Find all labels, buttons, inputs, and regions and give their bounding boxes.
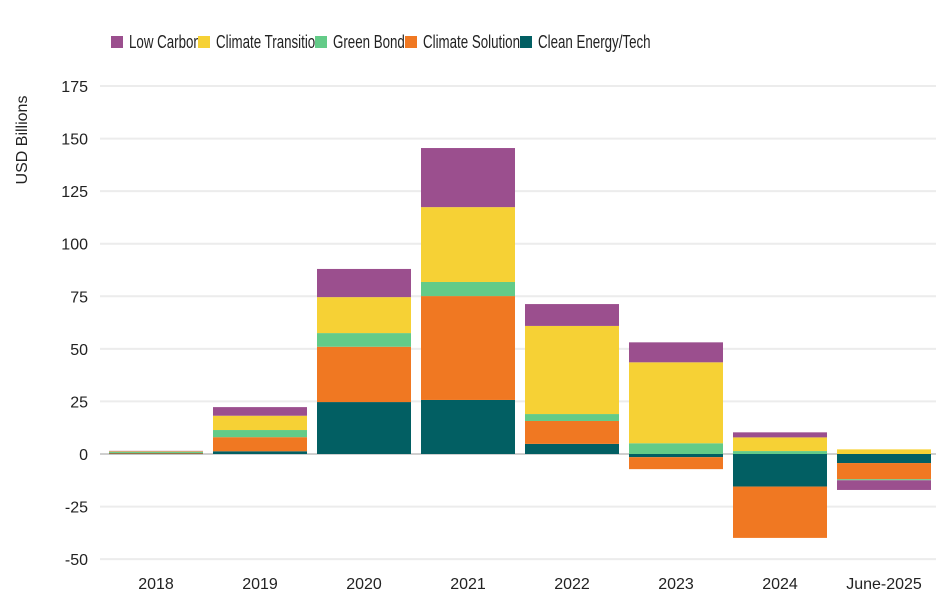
bar-green-bonds-2021 [421, 281, 515, 297]
bar-clean-energy-tech-june-2025 [837, 454, 931, 464]
bar-low-carbon-2024 [733, 432, 827, 438]
bar-climate-solutions-june-2025 [837, 463, 931, 480]
bar-clean-energy-tech-2018 [109, 453, 203, 455]
bar-climate-transition-2019 [213, 415, 307, 431]
bar-climate-transition-2021 [421, 207, 515, 282]
bar-low-carbon-june-2025 [837, 480, 931, 490]
bar-climate-solutions-2020 [317, 346, 411, 403]
bar-clean-energy-tech-2023 [629, 454, 723, 458]
bar-climate-solutions-2024 [733, 486, 827, 538]
gridlines [100, 85, 936, 561]
x-axis-ticks: 2018 2019 2020 2021 2022 2023 2024 June-2025 [138, 576, 922, 593]
bar-climate-transition-2023 [629, 362, 723, 444]
bar-climate-solutions-2021 [421, 296, 515, 400]
legend-label: Low Carbon [129, 31, 201, 52]
bar-climate-transition-2022 [525, 325, 619, 415]
y-tick-label: 50 [70, 342, 88, 359]
legend-item: Clean Energy/Tech [520, 31, 690, 52]
x-tick-label: 2022 [554, 576, 590, 593]
bar-clean-energy-tech-2024 [733, 454, 827, 487]
bar-climate-solutions-2018 [109, 452, 203, 454]
bar-climate-transition-2020 [317, 297, 411, 334]
y-tick-label: 175 [61, 79, 88, 96]
x-tick-label: June-2025 [846, 576, 922, 593]
bar-green-bonds-2018 [109, 451, 203, 453]
bar-clean-energy-tech-2021 [421, 399, 515, 454]
y-tick-label: 25 [70, 394, 88, 411]
bar-green-bonds-2019 [213, 430, 307, 438]
legend-label: Climate Solutions [423, 31, 527, 52]
bar-clean-energy-tech-2022 [525, 443, 619, 454]
bar-low-carbon-2023 [629, 342, 723, 363]
bar-green-bonds-june-2025 [837, 479, 931, 481]
legend-swatch [111, 36, 123, 48]
bar-low-carbon-2020 [317, 268, 411, 298]
legend-label: Climate Transition [216, 31, 323, 52]
bar-climate-transition-june-2025 [837, 449, 931, 454]
legend-label: Green Bonds [333, 31, 412, 52]
bar-green-bonds-2022 [525, 414, 619, 421]
bar-low-carbon-2022 [525, 304, 619, 326]
y-tick-label: -50 [65, 552, 88, 569]
bar-green-bonds-2020 [317, 333, 411, 347]
y-tick-label: 0 [79, 447, 88, 464]
x-tick-label: 2019 [242, 576, 278, 593]
y-tick-label: 75 [70, 289, 88, 306]
bars [109, 148, 931, 538]
bar-low-carbon-2019 [213, 407, 307, 416]
y-tick-label: 150 [61, 132, 88, 149]
bar-green-bonds-2023 [629, 443, 723, 454]
y-tick-label: 100 [61, 237, 88, 254]
legend-item: Low Carbon [111, 31, 226, 52]
legend-item: Green Bonds [315, 31, 439, 52]
x-tick-label: 2021 [450, 576, 486, 593]
x-tick-label: 2024 [762, 576, 798, 593]
bar-climate-transition-2024 [733, 437, 827, 452]
y-tick-label: -25 [65, 500, 88, 517]
legend-swatch [198, 36, 210, 48]
legend-item: Climate Transition [198, 31, 360, 52]
legend-swatch [520, 36, 532, 48]
x-tick-label: 2020 [346, 576, 382, 593]
y-axis-ticks: -50 -25 0 25 50 75 100 125 150 175 [61, 79, 88, 569]
legend-label: Clean Energy/Tech [538, 31, 651, 52]
bar-low-carbon-2021 [421, 148, 515, 208]
bar-green-bonds-2024 [733, 451, 827, 454]
legend-swatch [405, 36, 417, 48]
bar-climate-solutions-2019 [213, 437, 307, 452]
bar-climate-solutions-2022 [525, 420, 619, 444]
bar-climate-transition-2018 [109, 451, 203, 452]
bar-climate-solutions-2023 [629, 457, 723, 470]
bar-low-carbon-2018 [109, 450, 203, 452]
x-tick-label: 2023 [658, 576, 694, 593]
y-tick-label: 125 [61, 184, 88, 201]
y-axis-label: USD Billions [14, 96, 31, 185]
bar-clean-energy-tech-2019 [213, 451, 307, 454]
bar-clean-energy-tech-2020 [317, 402, 411, 454]
x-tick-label: 2018 [138, 576, 174, 593]
legend-item: Climate Solutions [405, 31, 563, 52]
legend-swatch [315, 36, 327, 48]
